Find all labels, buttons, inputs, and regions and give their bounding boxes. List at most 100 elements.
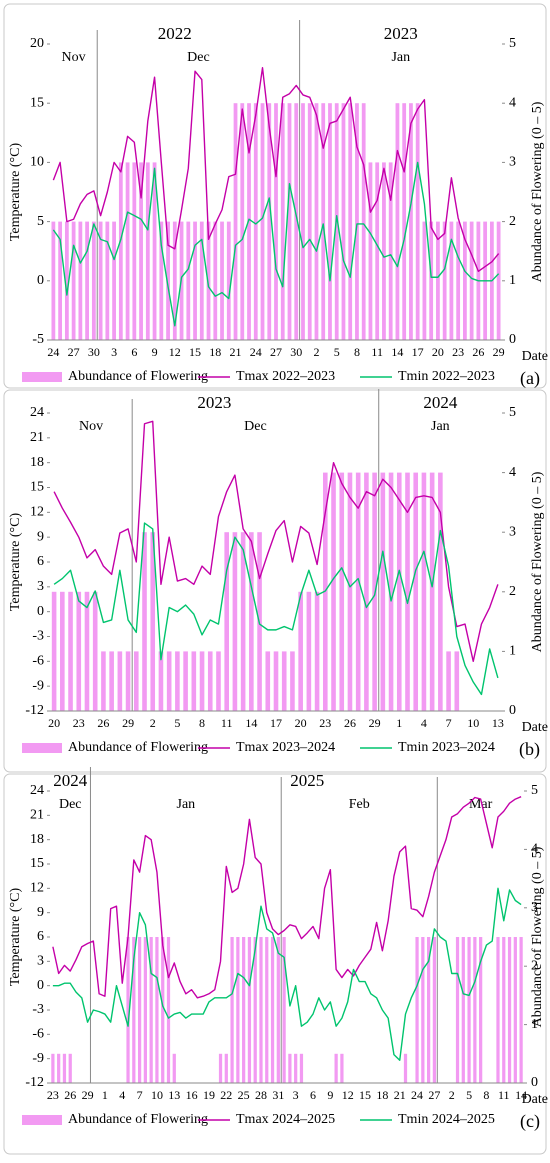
flowering-bar xyxy=(78,221,83,340)
x-tick-label: 18 xyxy=(209,345,221,359)
x-tick-label: 20 xyxy=(432,345,444,359)
y-tick-label: 18 xyxy=(30,455,44,470)
year-label: 2023 xyxy=(197,393,231,412)
flowering-bar xyxy=(71,221,76,340)
y2-tick-label: 0 xyxy=(509,332,516,347)
flowering-bar xyxy=(51,591,57,711)
y2-tick-label: 1 xyxy=(509,273,516,288)
x-tick-label: 15 xyxy=(189,345,201,359)
flowering-bar xyxy=(51,221,56,340)
temperature-line xyxy=(52,887,522,1061)
flowering-bar xyxy=(314,591,320,711)
x-tick-label: 11 xyxy=(371,345,383,359)
flowering-bar xyxy=(454,651,460,711)
flowering-bar xyxy=(347,472,353,711)
x-tick-label: 3 xyxy=(111,345,117,359)
flowering-bar xyxy=(220,221,224,340)
flowering-bar xyxy=(109,651,114,711)
panel-frame xyxy=(3,773,547,1155)
flowering-bar xyxy=(273,651,279,711)
y-tick-label: 3 xyxy=(37,954,44,969)
y2-tick-label: 5 xyxy=(509,405,516,420)
x-tick-label: 6 xyxy=(131,345,137,359)
temperature-line xyxy=(52,161,500,327)
flowering-bar xyxy=(479,937,483,1083)
y-tick-label: 15 xyxy=(30,480,44,495)
month-label: Mar xyxy=(469,797,493,812)
y2-tick-label: 4 xyxy=(509,95,516,110)
x-tick-label: 27 xyxy=(68,345,80,359)
flowering-bar xyxy=(240,532,246,711)
x-tick-label: 26 xyxy=(472,345,484,359)
y-axis-label: Temperature (°C) xyxy=(8,888,23,987)
flowering-bar xyxy=(142,532,147,711)
legend-label: Tmin 2023–2024 xyxy=(398,740,495,755)
flowering-bar xyxy=(421,937,425,1083)
flowering-bar xyxy=(331,472,336,711)
y-tick-label: 12 xyxy=(30,505,44,520)
y2-tick-label: 0 xyxy=(509,703,516,718)
x-tick-label: 9 xyxy=(327,1088,333,1102)
y-tick-label: 24 xyxy=(30,783,44,798)
temperature-line xyxy=(53,420,499,663)
flowering-bar xyxy=(469,221,474,340)
flowering-bar xyxy=(143,937,147,1083)
month-label: Jan xyxy=(431,419,450,434)
flowering-bar xyxy=(226,221,231,340)
flowering-bar xyxy=(306,591,312,711)
x-tick-label: 2 xyxy=(449,1088,455,1102)
x-tick-label: 24 xyxy=(47,345,59,359)
flowering-bar xyxy=(364,472,369,711)
y-tick-label: -12 xyxy=(25,1075,44,1090)
flowering-bar xyxy=(395,103,400,340)
y-tick-label: -6 xyxy=(32,1027,44,1042)
y2-tick-label: 1 xyxy=(531,1017,538,1032)
legend-label: Abundance of Flowering xyxy=(68,1112,208,1127)
y2-tick-label: 4 xyxy=(531,842,538,857)
flowering-bar xyxy=(449,221,454,340)
year-label: 2024 xyxy=(423,393,458,412)
flowering-bar xyxy=(125,651,131,711)
flowering-bar xyxy=(519,937,523,1083)
flowering-bar xyxy=(125,162,130,340)
legend-label: Tmax 2023–2024 xyxy=(236,740,335,755)
legend-label: Abundance of Flowering xyxy=(68,369,208,384)
flowering-bar xyxy=(62,1053,67,1083)
x-tick-label: 26 xyxy=(344,716,356,730)
flowering-bar xyxy=(224,532,229,711)
x-tick-label: 6 xyxy=(310,1088,316,1102)
y2-axis-label: Abundance of Flowering (0 – 5) xyxy=(530,471,545,652)
flowering-bar xyxy=(456,221,461,340)
flowering-bar xyxy=(191,651,197,711)
flowering-bar xyxy=(149,937,153,1083)
flowering-bar xyxy=(427,937,431,1083)
flowering-bar xyxy=(267,103,272,340)
flowering-bar xyxy=(218,1053,223,1083)
y2-tick-label: 5 xyxy=(531,783,538,798)
flowering-bar xyxy=(166,937,171,1083)
flowering-bar xyxy=(281,651,287,711)
x-axis-label: Date xyxy=(522,349,548,364)
flowering-bar xyxy=(98,221,103,340)
flowering-bar xyxy=(207,651,213,711)
flowering-bar xyxy=(259,937,263,1083)
x-tick-label: 12 xyxy=(342,1088,354,1102)
flowering-bar xyxy=(68,591,73,711)
flowering-bar xyxy=(186,221,191,340)
x-tick-label: 1 xyxy=(396,716,402,730)
flowering-bar xyxy=(298,591,303,711)
flowering-bar xyxy=(334,1053,338,1083)
flowering-bar xyxy=(76,591,82,711)
flowering-bar xyxy=(355,103,359,340)
flowering-bar xyxy=(247,103,251,340)
y-axis-label: Temperature (°C) xyxy=(8,513,23,612)
x-tick-label: 13 xyxy=(168,1088,180,1102)
flowering-bar xyxy=(224,1053,228,1083)
flowering-bar xyxy=(101,651,106,711)
flowering-bar xyxy=(161,937,165,1083)
x-axis-label: Date xyxy=(522,1092,548,1107)
flowering-bar xyxy=(348,103,353,340)
flowering-bar xyxy=(513,937,517,1083)
x-tick-label: 5 xyxy=(334,345,340,359)
x-tick-label: 28 xyxy=(255,1088,267,1102)
